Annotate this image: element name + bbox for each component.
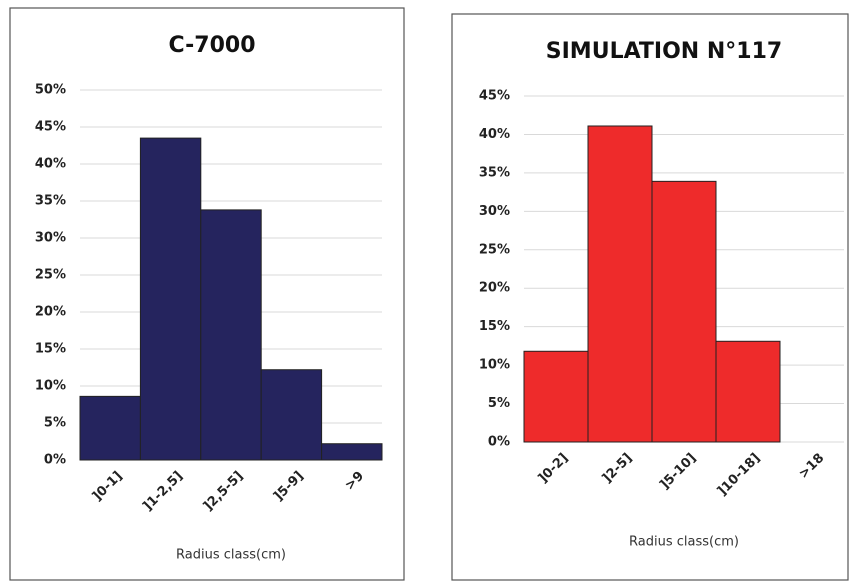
y-tick-label: 35%: [479, 165, 510, 180]
x-axis-label: Radius class(cm): [176, 548, 286, 563]
x-axis-label: Radius class(cm): [629, 535, 739, 550]
y-tick-label: 0%: [44, 453, 66, 468]
bar: [139, 137, 202, 461]
y-tick-label: 0%: [488, 435, 510, 450]
bar: [321, 443, 383, 461]
bar: [260, 369, 323, 461]
y-tick-label: 20%: [35, 305, 66, 320]
y-tick-label: 15%: [35, 342, 66, 357]
y-tick-label: 30%: [479, 204, 510, 219]
y-tick-label: 50%: [35, 83, 66, 98]
bar: [587, 125, 653, 443]
y-tick-label: 5%: [44, 416, 66, 431]
y-tick-label: 30%: [35, 231, 66, 246]
y-tick-label: 45%: [479, 89, 510, 104]
chart-title: SIMULATION N°117: [546, 39, 782, 64]
y-tick-label: 45%: [35, 120, 66, 135]
y-tick-label: 35%: [35, 194, 66, 209]
y-tick-label: 40%: [35, 157, 66, 172]
bar: [523, 350, 589, 443]
y-tick-label: 10%: [35, 379, 66, 394]
bar: [651, 180, 717, 443]
y-tick-label: 25%: [35, 268, 66, 283]
bar: [200, 209, 262, 461]
bar: [715, 340, 781, 443]
bar: [79, 395, 141, 461]
y-tick-label: 25%: [479, 242, 510, 257]
y-tick-label: 5%: [488, 396, 510, 411]
chart-title: C-7000: [168, 33, 255, 58]
y-tick-label: 15%: [479, 319, 510, 334]
y-tick-label: 20%: [479, 281, 510, 296]
y-tick-label: 40%: [479, 127, 510, 142]
y-tick-label: 10%: [479, 358, 510, 373]
